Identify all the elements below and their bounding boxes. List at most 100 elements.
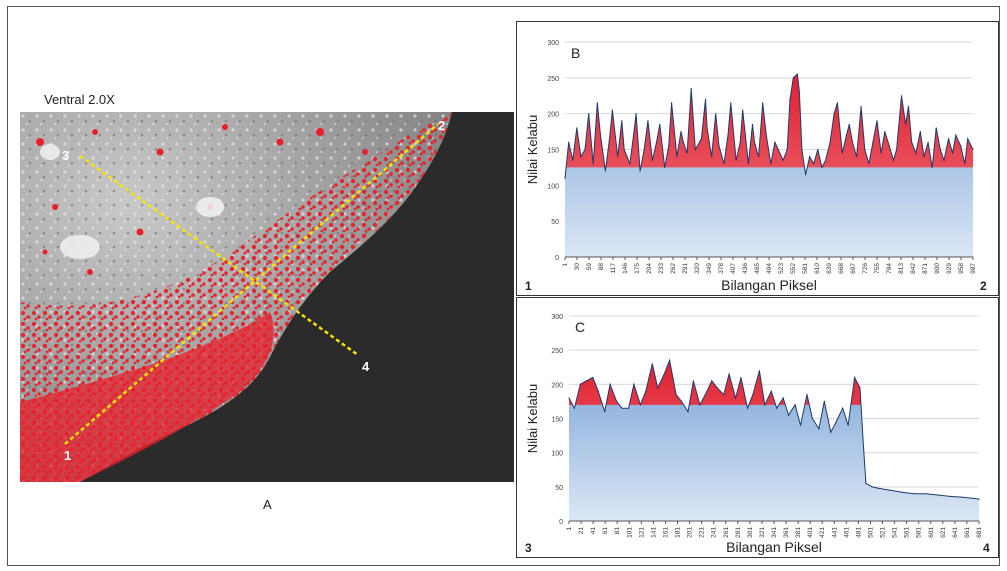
data-point [801, 148, 803, 151]
x-tick-label-381: 381 [795, 527, 802, 538]
data-point [704, 394, 706, 396]
data-point [919, 131, 921, 133]
end-label-end: 4 [983, 541, 990, 555]
data-point [704, 98, 707, 100]
data-point [597, 390, 599, 392]
x-tick-label-661: 661 [964, 527, 971, 538]
data-point [927, 141, 929, 143]
data-point [588, 113, 590, 115]
data-point [896, 148, 898, 151]
data-point [789, 98, 791, 100]
x-tick-label-561: 561 [904, 527, 911, 538]
data-point [616, 400, 618, 402]
transect-line-1-2 [64, 123, 439, 445]
x-tick-label-681: 681 [976, 527, 983, 538]
end-label-end: 2 [980, 279, 987, 293]
data-point [825, 159, 827, 161]
data-point [762, 102, 764, 104]
x-tick-label-813: 813 [898, 263, 905, 274]
data-point [742, 109, 744, 111]
x-tick-label-900: 900 [934, 263, 941, 274]
data-point [700, 138, 702, 140]
profile-chart-b: 0 50 100 150 200 250 300 1 30 59 88 117 146 175 204 233… [516, 21, 999, 296]
data-point [629, 163, 631, 165]
x-tick-label-301: 301 [747, 527, 754, 538]
data-point [862, 438, 864, 440]
x-tick-label-1: 1 [566, 527, 573, 531]
data-point [841, 152, 843, 154]
x-tick-label-320: 320 [694, 263, 701, 274]
data-point [765, 134, 767, 136]
data-point [592, 163, 594, 165]
data-point [892, 159, 894, 161]
data-point [621, 120, 623, 122]
x-tick-label-349: 349 [706, 263, 713, 274]
x-tick-label-378: 378 [718, 263, 725, 274]
x-tick-label-581: 581 [916, 527, 923, 538]
data-point [647, 120, 649, 122]
data-point [809, 156, 811, 158]
data-point [635, 113, 637, 115]
x-tick-label-101: 101 [626, 527, 633, 538]
data-point [856, 156, 858, 158]
panel-letter-B: B [571, 45, 580, 61]
data-point [806, 394, 808, 396]
data-point [833, 113, 835, 115]
x-tick-label-552: 552 [790, 263, 797, 274]
x-tick-label-401: 401 [807, 527, 814, 538]
data-point [659, 123, 661, 125]
y-tick-label-100: 100 [551, 451, 563, 458]
data-point [735, 397, 737, 399]
data-point [627, 407, 630, 409]
data-point [813, 163, 815, 165]
data-point [821, 166, 823, 168]
data-point [692, 380, 694, 382]
x-tick-label-361: 361 [783, 527, 790, 538]
x-tick-label-441: 441 [831, 527, 838, 538]
y-tick-label-150: 150 [551, 417, 563, 424]
data-point [900, 95, 903, 97]
data-point [868, 163, 870, 165]
y-tick-label-200: 200 [551, 382, 563, 389]
data-point [611, 109, 613, 111]
data-point [925, 493, 927, 495]
x-tick-label-958: 958 [958, 263, 965, 274]
x-tick-label-461: 461 [843, 527, 850, 538]
data-point [680, 131, 682, 133]
data-point [651, 363, 653, 365]
data-point [728, 373, 730, 375]
data-point [955, 134, 957, 136]
x-tick-label-639: 639 [826, 263, 833, 274]
micrograph-title: Ventral 2.0X [44, 92, 115, 107]
data-point [848, 123, 850, 125]
x-tick-label-541: 541 [892, 527, 899, 538]
data-point [568, 397, 570, 399]
data-point [964, 163, 966, 165]
data-point [854, 376, 856, 379]
x-tick-label-436: 436 [742, 263, 749, 274]
x-tick-label-501: 501 [867, 527, 874, 538]
x-tick-label-41: 41 [590, 527, 597, 535]
data-point [770, 390, 772, 392]
data-point [972, 148, 974, 151]
data-point [657, 387, 659, 389]
data-point [774, 141, 776, 143]
x-tick-label-121: 121 [638, 527, 645, 538]
data-point [592, 376, 594, 379]
panel-a-caption: A [263, 497, 272, 512]
data-point [811, 417, 813, 420]
data-point [949, 495, 951, 497]
data-point [758, 156, 760, 158]
data-point [792, 77, 794, 79]
y-tick-label-50: 50 [555, 485, 563, 492]
y-tick-label-50: 50 [551, 219, 559, 226]
data-point [884, 131, 886, 133]
data-point [599, 134, 602, 136]
end-label-start: 1 [525, 279, 532, 293]
x-tick-label-641: 641 [952, 527, 959, 538]
data-point [711, 156, 713, 158]
point-label-3: 3 [62, 148, 69, 163]
y-tick-label-150: 150 [547, 148, 559, 155]
data-point [961, 496, 963, 498]
x-tick-label-221: 221 [699, 527, 706, 538]
